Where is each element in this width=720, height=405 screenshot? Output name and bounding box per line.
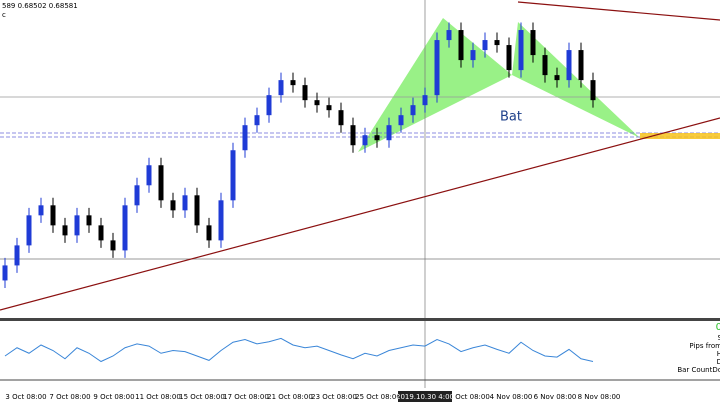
- candle-body: [14, 245, 20, 266]
- candle-body: [194, 195, 200, 226]
- candle-body: [134, 185, 140, 206]
- side-text: H: [717, 350, 720, 358]
- candle-body: [326, 105, 332, 111]
- candle-body: [494, 40, 500, 46]
- candle-body: [374, 135, 380, 141]
- panel-separator: [0, 318, 720, 321]
- candle-body: [554, 75, 560, 81]
- candle-body: [146, 165, 152, 186]
- candle-body: [362, 135, 368, 146]
- candle-body: [410, 105, 416, 116]
- pattern-label: Bat: [500, 110, 522, 125]
- side-text: Pips from: [689, 342, 720, 350]
- x-tick-label: 23 Oct 08:00: [311, 393, 357, 401]
- side-text: 0: [716, 322, 720, 333]
- trend-line: [0, 117, 720, 311]
- candle-body: [206, 225, 212, 241]
- candle-body: [86, 215, 92, 226]
- candle-body: [170, 200, 176, 211]
- candle-body: [290, 80, 296, 86]
- candle-body: [254, 115, 260, 126]
- candle-body: [182, 195, 188, 211]
- candle-body: [518, 30, 524, 71]
- candle-body: [422, 95, 428, 106]
- x-tick-label: 6 Nov 08:00: [534, 393, 577, 401]
- candle-body: [350, 125, 356, 146]
- header-sub: c: [2, 11, 6, 19]
- candle-body: [470, 50, 476, 61]
- header: 589 0.68502 0.68581: [2, 2, 78, 10]
- pattern-bcd: [512, 22, 640, 138]
- candle-body: [314, 100, 320, 106]
- x-tick-label: 15 Oct 08:00: [179, 393, 225, 401]
- side-text: Bar CountDo: [677, 366, 720, 374]
- x-tick-label: 25 Oct 08:00: [355, 393, 401, 401]
- prz-box: [640, 133, 720, 139]
- oscillator-line: [4, 337, 594, 363]
- candle-body: [278, 80, 284, 96]
- x-tick-label: 11 Oct 08:00: [135, 393, 181, 401]
- crosshair-label: 2019.10.30 4:00: [396, 393, 454, 401]
- x-tick-label: 7 Oct 08:00: [49, 393, 90, 401]
- candle-body: [590, 80, 596, 101]
- candle-body: [158, 165, 164, 201]
- candle-body: [74, 215, 80, 236]
- candle-body: [218, 200, 224, 241]
- candle-body: [62, 225, 68, 236]
- candle-body: [446, 30, 452, 41]
- candle-body: [98, 225, 104, 241]
- candle-body: [458, 30, 464, 61]
- candle-body: [482, 40, 488, 51]
- candle-body: [566, 50, 572, 81]
- candle-body: [386, 125, 392, 141]
- x-tick-label: 9 Oct 08:00: [93, 393, 134, 401]
- candle-body: [38, 205, 44, 216]
- side-text: D: [717, 358, 720, 366]
- candle-body: [578, 50, 584, 81]
- candle-body: [506, 45, 512, 71]
- candle-body: [26, 215, 32, 246]
- candle-body: [242, 125, 248, 151]
- candle-body: [50, 205, 56, 226]
- candle-body: [338, 110, 344, 126]
- x-tick-label: 4 Nov 08:00: [490, 393, 533, 401]
- candle-body: [530, 30, 536, 56]
- candle-body: [230, 150, 236, 201]
- side-text: S: [718, 334, 720, 342]
- candle-body: [542, 55, 548, 76]
- candle-body: [302, 85, 308, 101]
- x-tick-label: 8 Nov 08:00: [578, 393, 621, 401]
- candle-body: [398, 115, 404, 126]
- candle-body: [434, 40, 440, 96]
- candle-body: [266, 95, 272, 116]
- x-tick-label: 3 Oct 08:00: [5, 393, 46, 401]
- crosshair-label-bg: [398, 391, 452, 402]
- trend-line: [517, 1, 720, 21]
- candle-body: [110, 240, 116, 251]
- candle-body: [2, 265, 8, 281]
- x-tick-label: 31 Oct 08:00: [444, 393, 490, 401]
- x-tick-label: 17 Oct 08:00: [223, 393, 269, 401]
- x-tick-label: 21 Oct 08:00: [267, 393, 313, 401]
- candle-body: [122, 205, 128, 251]
